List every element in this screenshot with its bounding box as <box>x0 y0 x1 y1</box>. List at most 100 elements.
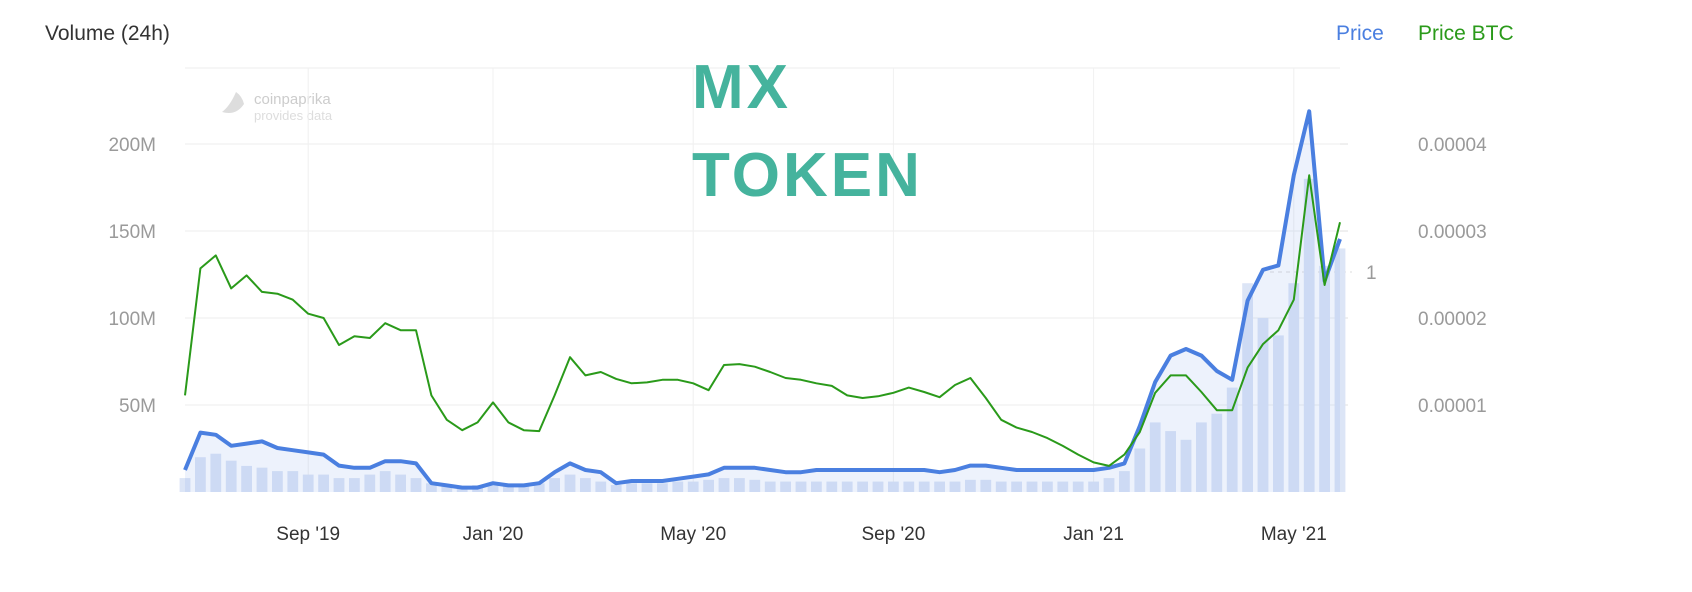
series-line <box>183 109 1342 490</box>
volume-bar <box>1303 178 1315 492</box>
volume-bar <box>1334 248 1346 492</box>
chart-title: TOKEN <box>692 141 923 210</box>
volume-bar <box>549 478 560 492</box>
volume-bar <box>302 474 314 492</box>
volume-bar <box>811 481 822 492</box>
volume-bar <box>1242 283 1253 492</box>
volume-bar <box>1103 478 1115 492</box>
price-area <box>185 111 1340 493</box>
volume-bar <box>872 481 884 492</box>
y2-tick-label: 0.00003 <box>1418 222 1487 243</box>
volume-bar <box>657 483 668 492</box>
volume-bar <box>349 478 360 492</box>
volume-bar <box>888 481 899 492</box>
volume-bar <box>703 479 714 492</box>
volume-bar <box>1134 448 1146 492</box>
volume-bar <box>195 457 206 492</box>
volume-bar <box>1196 422 1207 492</box>
volume-bar <box>687 481 699 492</box>
y2-tick-label: 0.00002 <box>1418 309 1487 330</box>
volume-bar <box>379 471 391 492</box>
volume-bar <box>1057 481 1069 492</box>
chart-title: MX <box>692 53 791 122</box>
volume-bar <box>287 471 299 492</box>
y2-tick-label: 0.00001 <box>1418 396 1487 417</box>
volume-bar <box>1211 413 1223 492</box>
volume-bar <box>1288 283 1300 492</box>
volume-bar <box>995 481 1007 492</box>
watermark-text: coinpaprika <box>254 91 331 108</box>
volume-bar <box>1072 481 1084 492</box>
volume-bar <box>980 479 992 492</box>
watermark-icon <box>222 92 244 113</box>
volume-bar <box>795 481 807 492</box>
x-tick-label: Jan '21 <box>1063 524 1124 545</box>
volume-bar <box>395 474 406 492</box>
volume-bar <box>764 481 776 492</box>
volume-bar <box>949 481 961 492</box>
volume-bar <box>503 485 514 492</box>
y-tick-label: 150M <box>108 222 156 243</box>
volume-bar <box>241 465 252 492</box>
volume-bar <box>718 478 730 492</box>
y-tick-label: 200M <box>108 135 156 156</box>
volume-bar <box>256 467 268 492</box>
y2-tick-label: 0.00004 <box>1418 135 1487 156</box>
volume-bar <box>826 481 838 492</box>
volume-bar <box>272 471 283 492</box>
volume-bar <box>580 478 591 492</box>
volume-bar <box>903 481 915 492</box>
volume-bar <box>1149 422 1161 492</box>
volume-bar <box>934 481 945 492</box>
volume-bar <box>426 483 437 492</box>
volume-bar <box>641 483 653 492</box>
volume-bar <box>333 478 345 492</box>
volume-bar <box>441 485 453 492</box>
x-tick-label: May '21 <box>1261 524 1327 545</box>
volume-bar <box>410 478 422 492</box>
volume-bar <box>1119 471 1130 492</box>
volume-label: Volume (24h) <box>45 22 170 45</box>
volume-bar <box>518 485 530 492</box>
volume-bar <box>179 478 191 492</box>
x-tick-label: May '20 <box>660 524 726 545</box>
volume-bar <box>364 474 376 492</box>
volume-bar <box>1226 387 1238 492</box>
volume-bar <box>1257 318 1269 492</box>
volume-bar <box>1273 335 1284 492</box>
volume-bar <box>610 485 622 492</box>
y-tick-label: 100M <box>108 309 156 330</box>
x-tick-label: Sep '19 <box>276 524 340 545</box>
volume-bar <box>749 479 761 492</box>
legend-entry: Price <box>1336 22 1384 45</box>
volume-bar <box>672 481 684 492</box>
volume-bar <box>1026 481 1038 492</box>
volume-bar <box>1180 439 1192 492</box>
volume-bar <box>595 481 607 492</box>
x-tick-label: Sep '20 <box>861 524 925 545</box>
y3-tick-label: 1 <box>1366 263 1377 284</box>
volume-bar <box>318 474 329 492</box>
volume-bar <box>210 453 222 492</box>
x-tick-label: Jan '20 <box>463 524 524 545</box>
volume-bar <box>487 483 499 492</box>
volume-bar <box>1088 481 1099 492</box>
y-tick-label: 50M <box>119 396 156 417</box>
volume-bar <box>1165 431 1176 492</box>
volume-bar <box>734 478 745 492</box>
watermark: coinpaprika provides data <box>222 91 333 123</box>
volume-bar <box>1319 265 1330 492</box>
volume-bar <box>564 474 576 492</box>
volume-bar <box>841 481 853 492</box>
volume-bar <box>533 483 545 492</box>
volume-bar <box>857 481 868 492</box>
volume-bar <box>1042 481 1053 492</box>
series-line <box>184 174 1341 467</box>
watermark-text: provides data <box>254 108 333 123</box>
volume-bar <box>780 481 791 492</box>
volume-bar <box>918 481 930 492</box>
volume-bar <box>225 460 237 492</box>
legend-entry: Price BTC <box>1418 22 1514 45</box>
volume-bar <box>965 479 976 492</box>
